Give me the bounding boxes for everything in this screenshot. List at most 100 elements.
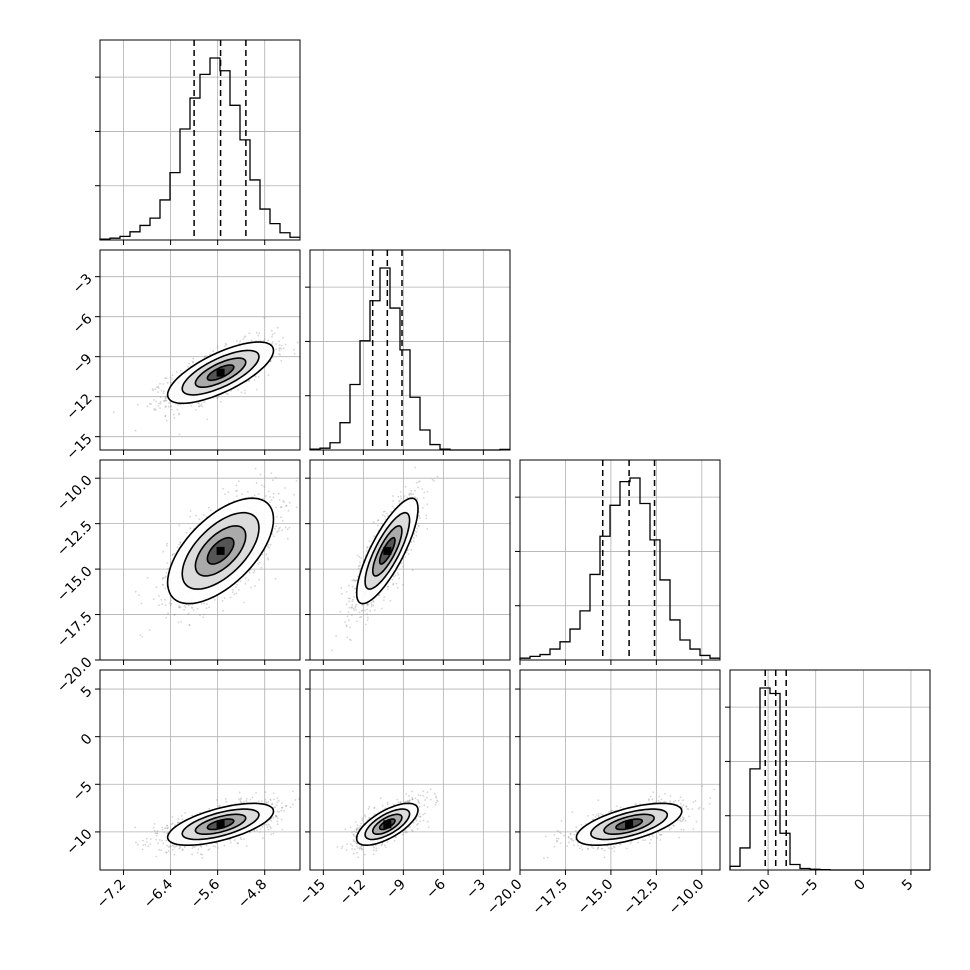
scatter-point (167, 612, 170, 615)
scatter-point (159, 402, 162, 405)
scatter-point (281, 519, 284, 522)
scatter-point (270, 499, 273, 501)
scatter-point (278, 344, 281, 346)
scatter-point (161, 577, 164, 580)
scatter-point (412, 540, 415, 542)
density-contour (181, 349, 260, 396)
scatter-point (237, 589, 240, 591)
scatter-point (387, 585, 389, 588)
scatter-point (279, 526, 281, 529)
scatter-point (164, 598, 166, 601)
scatter-point (164, 377, 166, 380)
scatter-point (350, 607, 353, 609)
scatter-point (197, 405, 200, 408)
density-contour (206, 536, 235, 565)
panel-frame (309, 249, 511, 451)
scatter-point (413, 532, 416, 535)
scatter-point (393, 507, 395, 509)
density-contour (206, 364, 235, 382)
scatter-point (275, 525, 278, 528)
scatter-point (270, 827, 272, 829)
scatter-point (178, 543, 181, 546)
scatter-point (155, 586, 158, 589)
scatter-point (162, 584, 164, 586)
scatter-point (283, 501, 285, 503)
scatter-point (231, 588, 234, 591)
hist-panel-1 (305, 249, 511, 455)
scatter-point (355, 579, 358, 582)
scatter-point (316, 447, 318, 449)
scatter-point (341, 592, 343, 595)
scatter-point (179, 370, 182, 372)
scatter-point (171, 378, 174, 381)
scatter-point (267, 543, 270, 546)
scatter-point (205, 607, 208, 609)
scatter-point (411, 569, 414, 572)
density-peak (383, 546, 392, 555)
scatter-point (178, 606, 181, 609)
scatter-point (225, 800, 228, 803)
scatter-point (248, 571, 251, 574)
scatter-point (246, 490, 249, 493)
scatter-point (164, 396, 167, 399)
density-contour (194, 357, 247, 388)
scatter-point (273, 332, 276, 335)
scatter-point (252, 571, 255, 574)
scatter-point (153, 823, 156, 825)
scatter-point (364, 623, 367, 626)
scatter-point (272, 535, 275, 537)
scatter-point (392, 500, 394, 502)
scatter-point (236, 495, 238, 497)
scatter-point (225, 343, 228, 346)
scatter-point (161, 603, 164, 606)
scatter-point (225, 392, 228, 395)
scatter-point (281, 529, 283, 532)
scatter-point (278, 347, 281, 350)
scatter-point (349, 597, 351, 600)
scatter-point (366, 613, 368, 615)
scatter-point (169, 376, 172, 379)
scatter-point (397, 574, 400, 576)
scatter-point (188, 624, 191, 627)
scatter-point (239, 798, 242, 801)
scatter-point (396, 586, 399, 589)
scatter-point (166, 381, 169, 384)
scatter-point (349, 639, 352, 641)
scatter-point (293, 493, 295, 496)
scatter-point (350, 614, 353, 617)
scatter-point (281, 828, 284, 831)
scatter-point (261, 553, 264, 556)
scatter-point (372, 600, 374, 602)
scatter-point (171, 554, 174, 556)
scatter-point (351, 606, 353, 608)
scatter-point (415, 531, 418, 533)
scatter-point (377, 519, 380, 522)
scatter-point (372, 521, 375, 524)
scatter-point (403, 495, 406, 497)
scatter-point (280, 506, 283, 509)
scatter-point (230, 390, 233, 392)
density-peak (216, 546, 225, 555)
scatter-point (360, 616, 362, 618)
scatter-point (364, 609, 366, 612)
scatter-point (370, 603, 373, 606)
scatter-point (284, 487, 286, 489)
scatter-point (160, 849, 163, 851)
scatter-point (286, 528, 289, 531)
scatter-point (279, 347, 281, 349)
scatter-point (170, 602, 173, 605)
scatter-point (377, 594, 380, 597)
scatter-point (272, 496, 275, 499)
scatter-point (354, 587, 356, 590)
scatter-point (201, 405, 204, 408)
scatter-point (164, 576, 167, 579)
scatter-point (244, 392, 246, 394)
scatter-point (347, 611, 350, 613)
scatter-point (146, 576, 149, 579)
scatter-point (202, 513, 205, 516)
scatter-point (410, 489, 413, 492)
scatter-point (183, 605, 186, 607)
scatter-point (249, 831, 251, 834)
scatter-panel-2-1 (305, 459, 511, 665)
